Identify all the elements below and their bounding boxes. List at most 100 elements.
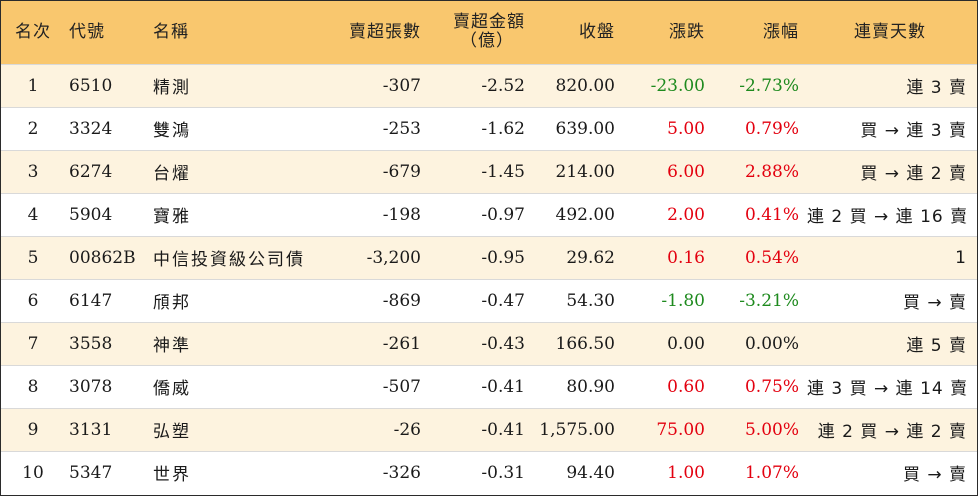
- cell-rank: 1: [27, 75, 39, 96]
- cell-name: 中信投資級公司債: [153, 250, 305, 270]
- cell-change: -23.00: [650, 75, 705, 96]
- cell-change: 0.60: [667, 376, 705, 397]
- cell-change: 5.00: [667, 118, 705, 139]
- table-row[interactable]: 2 3324 雙鴻 -253 -1.62 639.00 5.00 0.79% 買…: [1, 107, 977, 150]
- cell-net-sell-amount: -0.41: [481, 376, 525, 397]
- cell-rank: 9: [27, 419, 39, 440]
- header-name[interactable]: 名稱: [153, 21, 189, 42]
- table-row[interactable]: 10 5347 世界 -326 -0.31 94.40 1.00 1.07% 買…: [1, 451, 977, 494]
- cell-close: 166.50: [555, 333, 615, 354]
- cell-rank: 6: [27, 290, 39, 311]
- table-row[interactable]: 1 6510 精測 -307 -2.52 820.00 -23.00 -2.73…: [1, 64, 977, 107]
- cell-code: 3324: [69, 118, 113, 139]
- table-row[interactable]: 7 3558 神準 -261 -0.43 166.50 0.00 0.00% 連…: [1, 322, 977, 365]
- cell-code: 3078: [69, 376, 113, 397]
- cell-net-sell-shares: -326: [382, 462, 421, 483]
- cell-rank: 2: [27, 118, 39, 139]
- cell-change-pct: 2.88%: [744, 161, 799, 182]
- cell-net-sell-amount: -2.52: [481, 75, 525, 96]
- cell-close: 54.30: [566, 290, 615, 311]
- header-change-pct[interactable]: 漲幅: [763, 21, 799, 42]
- cell-consecutive: 連 2 買 → 連 16 賣: [807, 207, 969, 227]
- cell-change: 1.00: [667, 462, 705, 483]
- header-net-sell-shares[interactable]: 賣超張數: [349, 21, 421, 42]
- table-row[interactable]: 4 5904 寶雅 -198 -0.97 492.00 2.00 0.41% 連…: [1, 193, 977, 236]
- cell-name: 精測: [153, 78, 191, 98]
- cell-name: 神準: [153, 336, 191, 356]
- header-code[interactable]: 代號: [69, 21, 105, 42]
- cell-net-sell-shares: -869: [382, 290, 421, 311]
- cell-code: 6274: [69, 161, 113, 182]
- cell-name: 雙鴻: [153, 121, 191, 141]
- cell-rank: 8: [27, 376, 39, 397]
- cell-net-sell-amount: -1.62: [481, 118, 525, 139]
- table-header: 名次 代號 名稱 賣超張數 賣超金額 （億） 收盤 漲跌 漲幅 連賣天數: [1, 1, 977, 64]
- cell-rank: 10: [22, 462, 44, 483]
- cell-net-sell-shares: -253: [382, 118, 421, 139]
- cell-change: 6.00: [667, 161, 705, 182]
- table-body: 1 6510 精測 -307 -2.52 820.00 -23.00 -2.73…: [1, 64, 977, 494]
- cell-close: 639.00: [555, 118, 615, 139]
- cell-close: 29.62: [566, 247, 615, 268]
- cell-close: 80.90: [566, 376, 615, 397]
- cell-code: 6510: [69, 75, 113, 96]
- cell-change: 75.00: [656, 419, 705, 440]
- cell-close: 214.00: [555, 161, 615, 182]
- cell-net-sell-shares: -198: [382, 204, 421, 225]
- cell-code: 3558: [69, 333, 113, 354]
- cell-consecutive: 連 2 買 → 連 2 賣: [817, 422, 967, 442]
- cell-change-pct: -2.73%: [739, 75, 799, 96]
- cell-consecutive: 買 → 連 3 賣: [860, 121, 967, 141]
- cell-change: 2.00: [667, 204, 705, 225]
- cell-net-sell-shares: -679: [382, 161, 421, 182]
- header-change[interactable]: 漲跌: [669, 21, 705, 42]
- table-row[interactable]: 5 00862B 中信投資級公司債 -3,200 -0.95 29.62 0.1…: [1, 236, 977, 279]
- header-row: 名次 代號 名稱 賣超張數 賣超金額 （億） 收盤 漲跌 漲幅 連賣天數: [1, 1, 977, 64]
- cell-change-pct: 0.54%: [744, 247, 799, 268]
- cell-change-pct: 0.79%: [744, 118, 799, 139]
- cell-consecutive: 連 3 買 → 連 14 賣: [807, 379, 969, 399]
- header-close[interactable]: 收盤: [579, 21, 615, 42]
- header-net-sell-amount[interactable]: 賣超金額 （億）: [425, 1, 529, 64]
- cell-net-sell-shares: -3,200: [366, 247, 421, 268]
- cell-change-pct: 1.07%: [744, 462, 799, 483]
- cell-close: 492.00: [555, 204, 615, 225]
- cell-change: 0.16: [667, 247, 705, 268]
- cell-code: 5347: [69, 462, 113, 483]
- table-row[interactable]: 6 6147 頎邦 -869 -0.47 54.30 -1.80 -3.21% …: [1, 279, 977, 322]
- cell-change-pct: 0.00%: [744, 333, 799, 354]
- header-rank[interactable]: 名次: [15, 21, 51, 42]
- cell-close: 94.40: [566, 462, 615, 483]
- cell-change-pct: 0.75%: [744, 376, 799, 397]
- cell-net-sell-shares: -307: [382, 75, 421, 96]
- table-row[interactable]: 9 3131 弘塑 -26 -0.41 1,575.00 75.00 5.00%…: [1, 408, 977, 451]
- cell-net-sell-amount: -0.97: [481, 204, 525, 225]
- cell-name: 弘塑: [153, 422, 191, 442]
- cell-change: -1.80: [661, 290, 705, 311]
- cell-consecutive: 買 → 連 2 賣: [860, 164, 967, 184]
- cell-close: 820.00: [555, 75, 615, 96]
- cell-name: 頎邦: [153, 293, 191, 313]
- table-row[interactable]: 8 3078 僑威 -507 -0.41 80.90 0.60 0.75% 連 …: [1, 365, 977, 408]
- cell-net-sell-amount: -0.31: [481, 462, 525, 483]
- cell-change-pct: -3.21%: [739, 290, 799, 311]
- cell-consecutive: 買 → 賣: [902, 293, 967, 313]
- cell-consecutive: 連 5 賣: [906, 336, 967, 356]
- cell-consecutive: 連 3 賣: [906, 78, 967, 98]
- header-consecutive[interactable]: 連賣天數: [854, 21, 926, 42]
- cell-consecutive: 1: [955, 247, 967, 268]
- cell-net-sell-amount: -0.95: [481, 247, 525, 268]
- cell-rank: 4: [27, 204, 39, 225]
- cell-consecutive: 買 → 賣: [902, 465, 967, 486]
- cell-name: 台燿: [153, 164, 191, 184]
- table-row[interactable]: 3 6274 台燿 -679 -1.45 214.00 6.00 2.88% 買…: [1, 150, 977, 193]
- cell-rank: 3: [27, 161, 39, 182]
- cell-change-pct: 0.41%: [744, 204, 799, 225]
- cell-name: 僑威: [153, 379, 191, 399]
- cell-close: 1,575.00: [539, 419, 615, 440]
- cell-code: 3131: [69, 419, 113, 440]
- cell-net-sell-shares: -26: [393, 419, 421, 440]
- header-net-sell-amount-line1: 賣超金額: [453, 12, 525, 33]
